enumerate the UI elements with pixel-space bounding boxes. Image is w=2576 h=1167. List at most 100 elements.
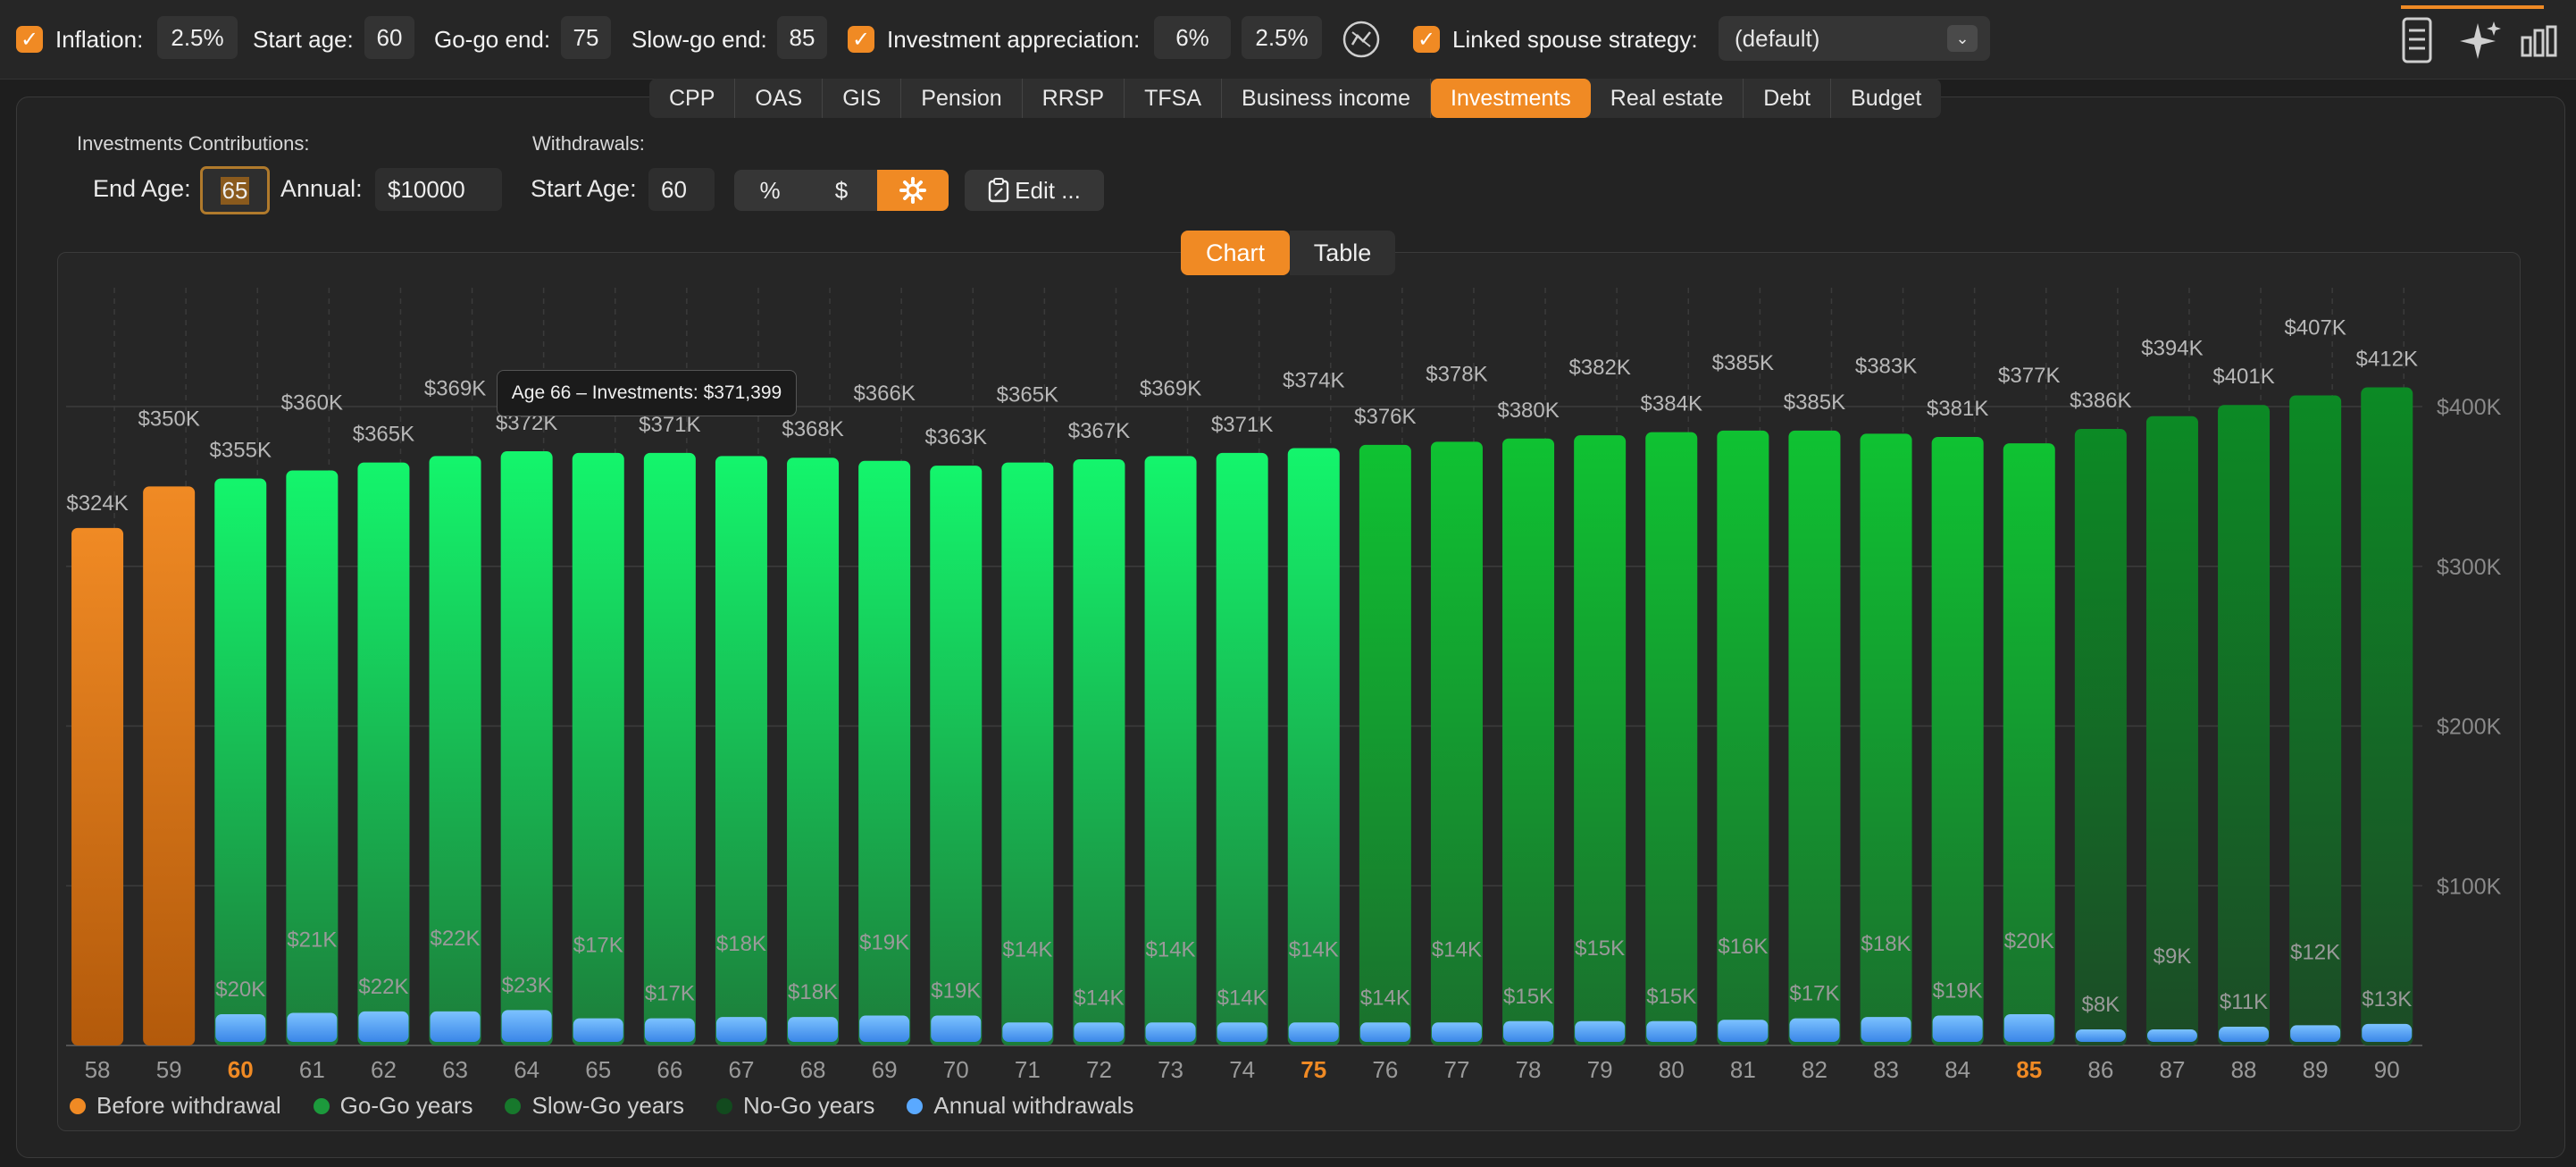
investment-bar <box>1216 452 1268 1045</box>
spouse-strategy-value: (default) <box>1735 24 1820 52</box>
end-age-input[interactable]: 65 <box>200 166 270 214</box>
withdrawal-value-label: $22K <box>358 975 408 999</box>
tab-business-income[interactable]: Business income <box>1222 79 1431 118</box>
legend-label: Slow-Go years <box>531 1092 684 1119</box>
x-tick-label: 61 <box>299 1056 325 1083</box>
withdrawal-value-label: $8K <box>2081 993 2120 1017</box>
checkmark-icon[interactable]: ✓ <box>848 26 874 53</box>
panel-indicator <box>2401 5 2544 9</box>
spouse-strategy-select[interactable]: (default) ⌄ <box>1719 16 1990 61</box>
tab-budget[interactable]: Budget <box>1851 85 1922 111</box>
withdrawal-value-label: $14K <box>1146 937 1196 961</box>
investment-bar <box>500 451 553 1045</box>
tab-pension[interactable]: Pension <box>901 79 1023 118</box>
investment-bar <box>1144 456 1197 1046</box>
withdrawal-value-label: $15K <box>1646 985 1696 1009</box>
legend-item-gogo[interactable]: Go-Go years <box>313 1092 473 1120</box>
legend-item-slowgo[interactable]: Slow-Go years <box>505 1092 684 1120</box>
x-tick-label: 68 <box>800 1056 826 1083</box>
legend-item-before[interactable]: Before withdrawal <box>70 1092 281 1120</box>
spouse-toggle[interactable]: ✓ <box>1413 20 1440 59</box>
mode-dollar-button[interactable]: $ <box>834 176 849 204</box>
investment-value-label: $412K <box>2356 348 2418 372</box>
appreciation-inflation-input[interactable]: 2.5% <box>1242 16 1322 59</box>
withdrawal-start-age-label: Start Age: <box>531 175 637 202</box>
withdrawal-value-label: $9K <box>2154 945 2192 969</box>
investment-value-label: $394K <box>2141 337 2203 361</box>
investment-value-label: $380K <box>1497 399 1559 423</box>
tab-oas[interactable]: OAS <box>735 79 824 118</box>
x-tick-label: 71 <box>1015 1056 1041 1083</box>
withdrawal-value-label: $19K <box>1933 979 1983 1003</box>
withdrawal-value-label: $17K <box>1789 982 1839 1006</box>
checkmark-icon[interactable]: ✓ <box>1413 26 1440 53</box>
legend-item-withdrawals[interactable]: Annual withdrawals <box>907 1092 1133 1120</box>
inflation-input[interactable]: 2.5% <box>157 16 238 59</box>
edit-button[interactable]: Edit ... <box>965 170 1104 211</box>
strategy-icon[interactable] <box>1342 20 1381 59</box>
slowgo-end-label: Slow-go end: <box>631 25 767 53</box>
withdrawal-value-label: $15K <box>1575 936 1625 961</box>
withdrawal-value-label: $18K <box>1861 932 1911 956</box>
x-tick-label: 76 <box>1372 1056 1398 1083</box>
legend-dot <box>907 1097 924 1114</box>
legend-dot <box>313 1097 330 1114</box>
appreciation-input[interactable]: 6% <box>1154 16 1231 59</box>
investment-bar <box>1073 458 1125 1045</box>
investment-bar <box>2003 443 2055 1045</box>
investment-value-label: $386K <box>2070 389 2131 413</box>
investment-bar <box>357 462 410 1045</box>
sparkles-icon[interactable] <box>2458 18 2503 63</box>
tab-real-estate[interactable]: Real estate <box>1591 79 1744 118</box>
tab-gis[interactable]: GIS <box>823 79 902 118</box>
withdrawal-value-label: $14K <box>1360 986 1410 1010</box>
withdrawal-value-label: $14K <box>1432 937 1482 961</box>
withdrawal-value-label: $19K <box>931 979 981 1003</box>
slowgo-end-input[interactable]: 85 <box>777 16 827 59</box>
investment-value-label: $366K <box>853 382 915 406</box>
withdrawal-bar <box>2219 1026 2270 1042</box>
x-tick-label: 80 <box>1659 1056 1685 1083</box>
tab-cpp[interactable]: CPP <box>649 79 736 118</box>
edit-label: Edit ... <box>1015 176 1081 204</box>
bar-chart-icon[interactable] <box>2521 25 2558 57</box>
x-tick-label: 90 <box>2374 1056 2400 1083</box>
investment-value-label: $381K <box>1927 397 1988 421</box>
mode-percent-button[interactable]: % <box>759 176 781 204</box>
legend-label: Before withdrawal <box>96 1092 281 1119</box>
document-icon[interactable] <box>2401 16 2433 64</box>
withdrawal-start-age-input[interactable]: 60 <box>648 168 715 211</box>
appreciation-toggle[interactable]: ✓ <box>848 20 874 59</box>
y-tick-label: $400K <box>2437 395 2502 420</box>
start-age-input[interactable]: 60 <box>364 16 414 59</box>
tab-rrsp[interactable]: RRSP <box>1023 79 1125 118</box>
tab-debt[interactable]: Debt <box>1744 79 1832 118</box>
inflation-label: Inflation: <box>55 25 144 53</box>
investment-value-label: $350K <box>138 407 199 431</box>
x-tick-label: 88 <box>2231 1056 2257 1083</box>
annual-input[interactable]: $10000 <box>375 168 502 211</box>
legend-dot <box>715 1097 732 1114</box>
chevron-down-icon[interactable]: ⌄ <box>1947 25 1978 52</box>
withdrawal-bar <box>1861 1017 1911 1042</box>
investment-bar <box>2145 416 2198 1046</box>
checkmark-icon[interactable]: ✓ <box>16 26 43 53</box>
table-view-button[interactable]: Table <box>1290 231 1395 275</box>
investment-value-label: $363K <box>925 425 987 449</box>
start-age-label: Start age: <box>253 25 354 53</box>
withdrawal-value-label: $18K <box>788 980 838 1004</box>
tab-investments[interactable]: Investments <box>1431 79 1591 118</box>
x-tick-label: 74 <box>1229 1056 1255 1083</box>
y-tick-label: $100K <box>2437 874 2502 899</box>
withdrawal-bar <box>215 1014 266 1042</box>
withdrawal-value-label: $17K <box>573 934 623 958</box>
inflation-toggle[interactable]: ✓ <box>16 20 43 59</box>
gogo-end-input[interactable]: 75 <box>561 16 611 59</box>
legend-item-nogo[interactable]: No-Go years <box>715 1092 874 1120</box>
investment-bar <box>930 466 983 1045</box>
mode-custom-button[interactable] <box>877 170 949 211</box>
x-tick-label: 75 <box>1301 1056 1326 1083</box>
tab-tfsa[interactable]: TFSA <box>1125 79 1223 118</box>
chart-view-button[interactable]: Chart <box>1181 231 1290 275</box>
